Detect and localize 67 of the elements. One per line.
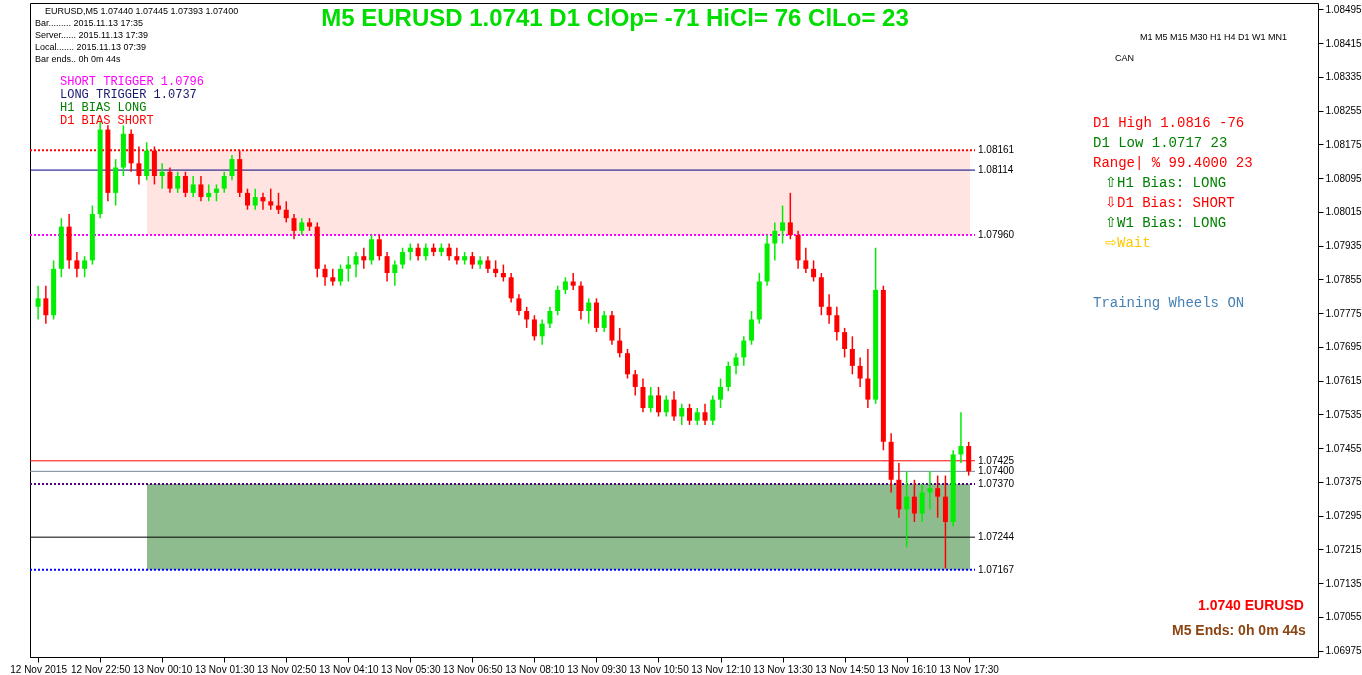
annotation: D1 High 1.0816 -76 xyxy=(1093,115,1245,131)
x-tick-label: 13 Nov 01:30 xyxy=(194,663,255,675)
y-tick-label: 1.08175 xyxy=(1325,138,1362,150)
x-tick-label: 13 Nov 00:10 xyxy=(132,663,193,675)
x-tick-label: 12 Nov 22:50 xyxy=(70,663,131,675)
annotation: SHORT TRIGGER 1.0796 xyxy=(60,75,205,89)
x-tick-label: 13 Nov 14:50 xyxy=(815,663,876,675)
y-tick-label: 1.07135 xyxy=(1325,577,1362,589)
y-tick-label: 1.07215 xyxy=(1325,543,1362,555)
x-tick-label: 13 Nov 06:50 xyxy=(443,663,504,675)
annotation: D1 Low 1.0717 23 xyxy=(1093,135,1228,151)
annotation: ⇧H1 Bias: LONG xyxy=(1105,175,1227,191)
x-tick-label: 13 Nov 16:10 xyxy=(877,663,938,675)
ref-line-label: 1.07400 xyxy=(978,465,1015,477)
y-tick-label: 1.07375 xyxy=(1325,476,1362,488)
annotation: ⇩D1 Bias: SHORT xyxy=(1105,195,1235,211)
x-tick-label: 13 Nov 08:10 xyxy=(505,663,566,675)
ref-line-label: 1.07425 xyxy=(978,454,1015,466)
annotation: M1 M5 M15 M30 H1 H4 D1 W1 MN1 xyxy=(1140,32,1288,42)
x-tick-label: 13 Nov 12:10 xyxy=(691,663,752,675)
annotation: LONG TRIGGER 1.0737 xyxy=(60,88,197,102)
annotation: Training Wheels ON xyxy=(1093,295,1245,311)
x-tick-label: 13 Nov 05:30 xyxy=(381,663,442,675)
x-tick-label: 13 Nov 04:10 xyxy=(319,663,379,675)
y-tick-label: 1.07695 xyxy=(1325,341,1362,353)
ref-line-label: 1.07960 xyxy=(978,229,1015,241)
candlestick xyxy=(268,187,274,211)
chart-title: M5 EURUSD 1.0741 D1 ClOp= -71 HiCl= 76 ClLo= 23 xyxy=(321,4,909,31)
x-tick-label: 13 Nov 13:30 xyxy=(753,663,814,675)
y-tick-label: 1.07615 xyxy=(1325,375,1362,387)
y-tick-label: 1.07535 xyxy=(1325,408,1362,420)
y-tick-label: 1.07935 xyxy=(1325,240,1362,252)
y-tick-label: 1.08095 xyxy=(1325,172,1362,184)
x-tick-label: 13 Nov 17:30 xyxy=(939,663,1000,675)
ref-line-label: 1.08161 xyxy=(978,144,1015,156)
annotation: Bar......... 2015.11.13 17:35 xyxy=(35,18,143,28)
y-tick-label: 1.08495 xyxy=(1325,3,1362,15)
y-tick-label: 1.07295 xyxy=(1325,510,1362,522)
ref-line-label: 1.07167 xyxy=(978,563,1015,575)
y-tick-label: 1.07055 xyxy=(1325,611,1362,623)
ref-line-label: 1.07244 xyxy=(978,531,1015,543)
y-tick-label: 1.07455 xyxy=(1325,442,1362,454)
annotation: Range| % 99.4000 23 xyxy=(1093,155,1253,171)
annotation: EURUSD,M5 1.07440 1.07445 1.07393 1.07400 xyxy=(45,6,239,16)
ref-line-label: 1.08114 xyxy=(978,164,1014,176)
y-tick-label: 1.08255 xyxy=(1325,105,1362,117)
annotation: ⇧W1 Bias: LONG xyxy=(1105,215,1227,231)
annotation: ⇨Wait xyxy=(1105,235,1151,251)
annotation: CAN xyxy=(1115,53,1135,63)
y-tick-label: 1.08335 xyxy=(1325,71,1362,83)
y-tick-label: 1.07775 xyxy=(1325,307,1362,319)
annotation: M5 Ends: 0h 0m 44s xyxy=(1172,622,1307,638)
annotation: Server...... 2015.11.13 17:39 xyxy=(35,30,148,40)
annotation: Bar ends.. 0h 0m 44s xyxy=(35,54,122,64)
annotation: Local....... 2015.11.13 07:39 xyxy=(35,42,146,52)
y-tick-label: 1.07855 xyxy=(1325,273,1362,285)
x-tick-label: 13 Nov 02:50 xyxy=(257,663,317,675)
y-tick-label: 1.08415 xyxy=(1325,37,1362,49)
ref-line-label: 1.07370 xyxy=(978,478,1015,490)
annotation: H1 BIAS LONG xyxy=(60,101,147,115)
x-tick-label: 13 Nov 10:50 xyxy=(629,663,690,675)
y-tick-label: 1.06975 xyxy=(1325,645,1362,657)
annotation: 1.0740 EURUSD xyxy=(1198,597,1304,613)
annotation: D1 BIAS SHORT xyxy=(60,114,154,128)
y-tick-label: 1.08015 xyxy=(1325,206,1362,218)
x-tick-label: 13 Nov 09:30 xyxy=(567,663,628,675)
x-tick-label: 12 Nov 2015 xyxy=(10,663,68,675)
